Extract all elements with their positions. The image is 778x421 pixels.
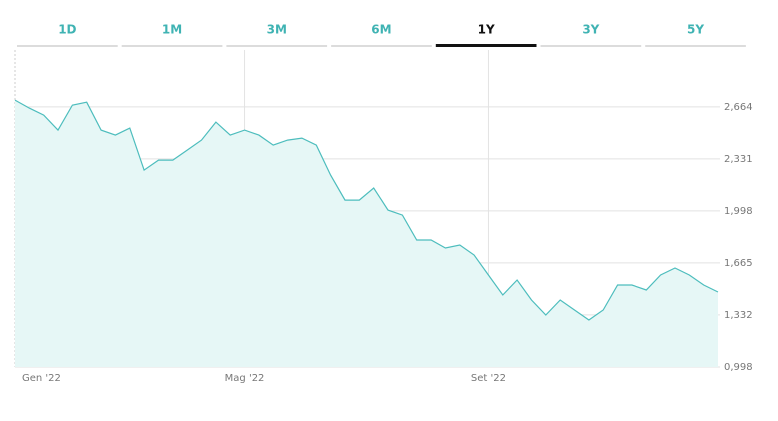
y-tick-label: 1,665: [724, 258, 753, 269]
x-tick-label: Mag '22: [225, 373, 265, 384]
tab-label[interactable]: 3M: [267, 23, 287, 37]
y-tick-label: 2,664: [724, 102, 753, 113]
tab-underline[interactable]: [435, 44, 537, 47]
y-tick-label: 0,998: [724, 362, 753, 373]
x-tick-label: Set '22: [471, 373, 506, 384]
y-tick-label: 2,331: [724, 154, 753, 165]
tab-label[interactable]: 6M: [371, 23, 391, 37]
tab-underline[interactable]: [17, 45, 118, 47]
y-tick-label: 1,998: [724, 206, 753, 217]
tab-label[interactable]: 1Y: [478, 23, 495, 37]
price-line: [14, 99, 719, 321]
tab-underline[interactable]: [645, 45, 746, 47]
tab-label[interactable]: 1M: [162, 23, 182, 37]
tab-underline[interactable]: [121, 45, 223, 47]
tab-label[interactable]: 5Y: [687, 23, 704, 37]
tab-underline[interactable]: [226, 45, 328, 47]
tab-label[interactable]: 3Y: [582, 23, 599, 37]
tab-underline[interactable]: [331, 45, 432, 47]
x-tick-label: Gen '22: [22, 373, 61, 384]
y-tick-label: 1,332: [724, 310, 753, 321]
tab-underline[interactable]: [540, 45, 642, 47]
area-fill: [15, 100, 718, 367]
tab-label[interactable]: 1D: [58, 23, 76, 37]
